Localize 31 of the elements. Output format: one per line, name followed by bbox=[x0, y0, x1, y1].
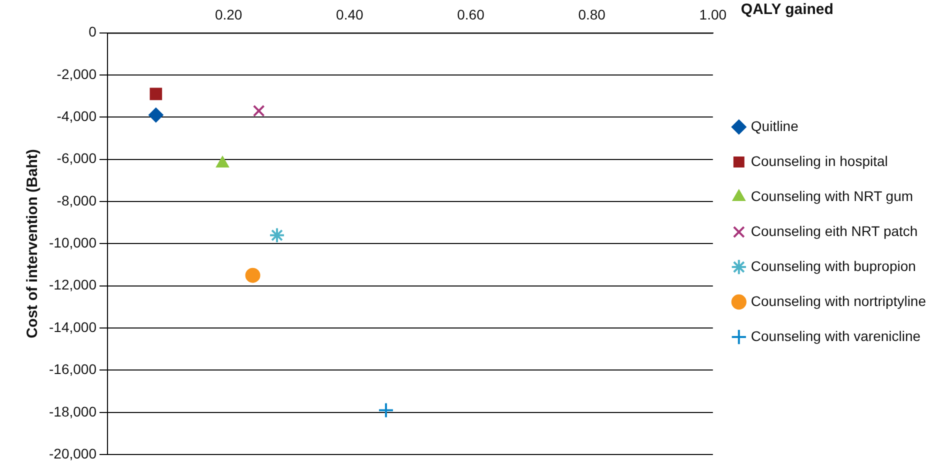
y-tick-label: -2,000 bbox=[56, 66, 97, 82]
y-tick-label: -16,000 bbox=[49, 361, 97, 378]
point bbox=[252, 104, 265, 117]
y-tick-label: -18,000 bbox=[49, 403, 97, 420]
y-axis-title: Cost of intervention (Baht) bbox=[24, 149, 42, 338]
y-tick-label: 0 bbox=[88, 24, 97, 40]
legend-label: Quitline bbox=[750, 118, 799, 134]
y-tick-label: -12,000 bbox=[49, 276, 97, 293]
x-tick-label: 0.60 bbox=[457, 6, 485, 22]
point bbox=[148, 108, 164, 123]
legend-label: Counseling with NRT gum bbox=[750, 188, 914, 204]
point bbox=[378, 402, 394, 418]
legend-label: Counseling in hospital bbox=[750, 152, 888, 169]
y-tick-label: -10,000 bbox=[49, 234, 97, 251]
y-tick-label: -4,000 bbox=[56, 108, 97, 124]
point bbox=[245, 268, 260, 283]
x-axis-title: QALY gained bbox=[740, 1, 834, 18]
x-tick-label: 0.20 bbox=[214, 6, 242, 22]
legend-label: Counseling with bupropion bbox=[750, 258, 916, 274]
point bbox=[269, 227, 286, 244]
y-tick-label: -20,000 bbox=[49, 445, 97, 462]
y-tick-label: -6,000 bbox=[56, 150, 97, 166]
legend-label: Counseling with nortriptyline bbox=[750, 292, 926, 309]
x-tick-label: 0.40 bbox=[336, 6, 364, 22]
y-tick-label: -8,000 bbox=[56, 192, 97, 208]
x-tick-label: 1.00 bbox=[699, 6, 727, 22]
x-tick-label: 0.80 bbox=[578, 6, 606, 22]
point bbox=[150, 88, 162, 100]
legend-label: Counseling with varenicline bbox=[750, 328, 921, 344]
y-tick-label: -14,000 bbox=[49, 318, 97, 335]
legend-label: Counseling eith NRT patch bbox=[750, 222, 918, 239]
